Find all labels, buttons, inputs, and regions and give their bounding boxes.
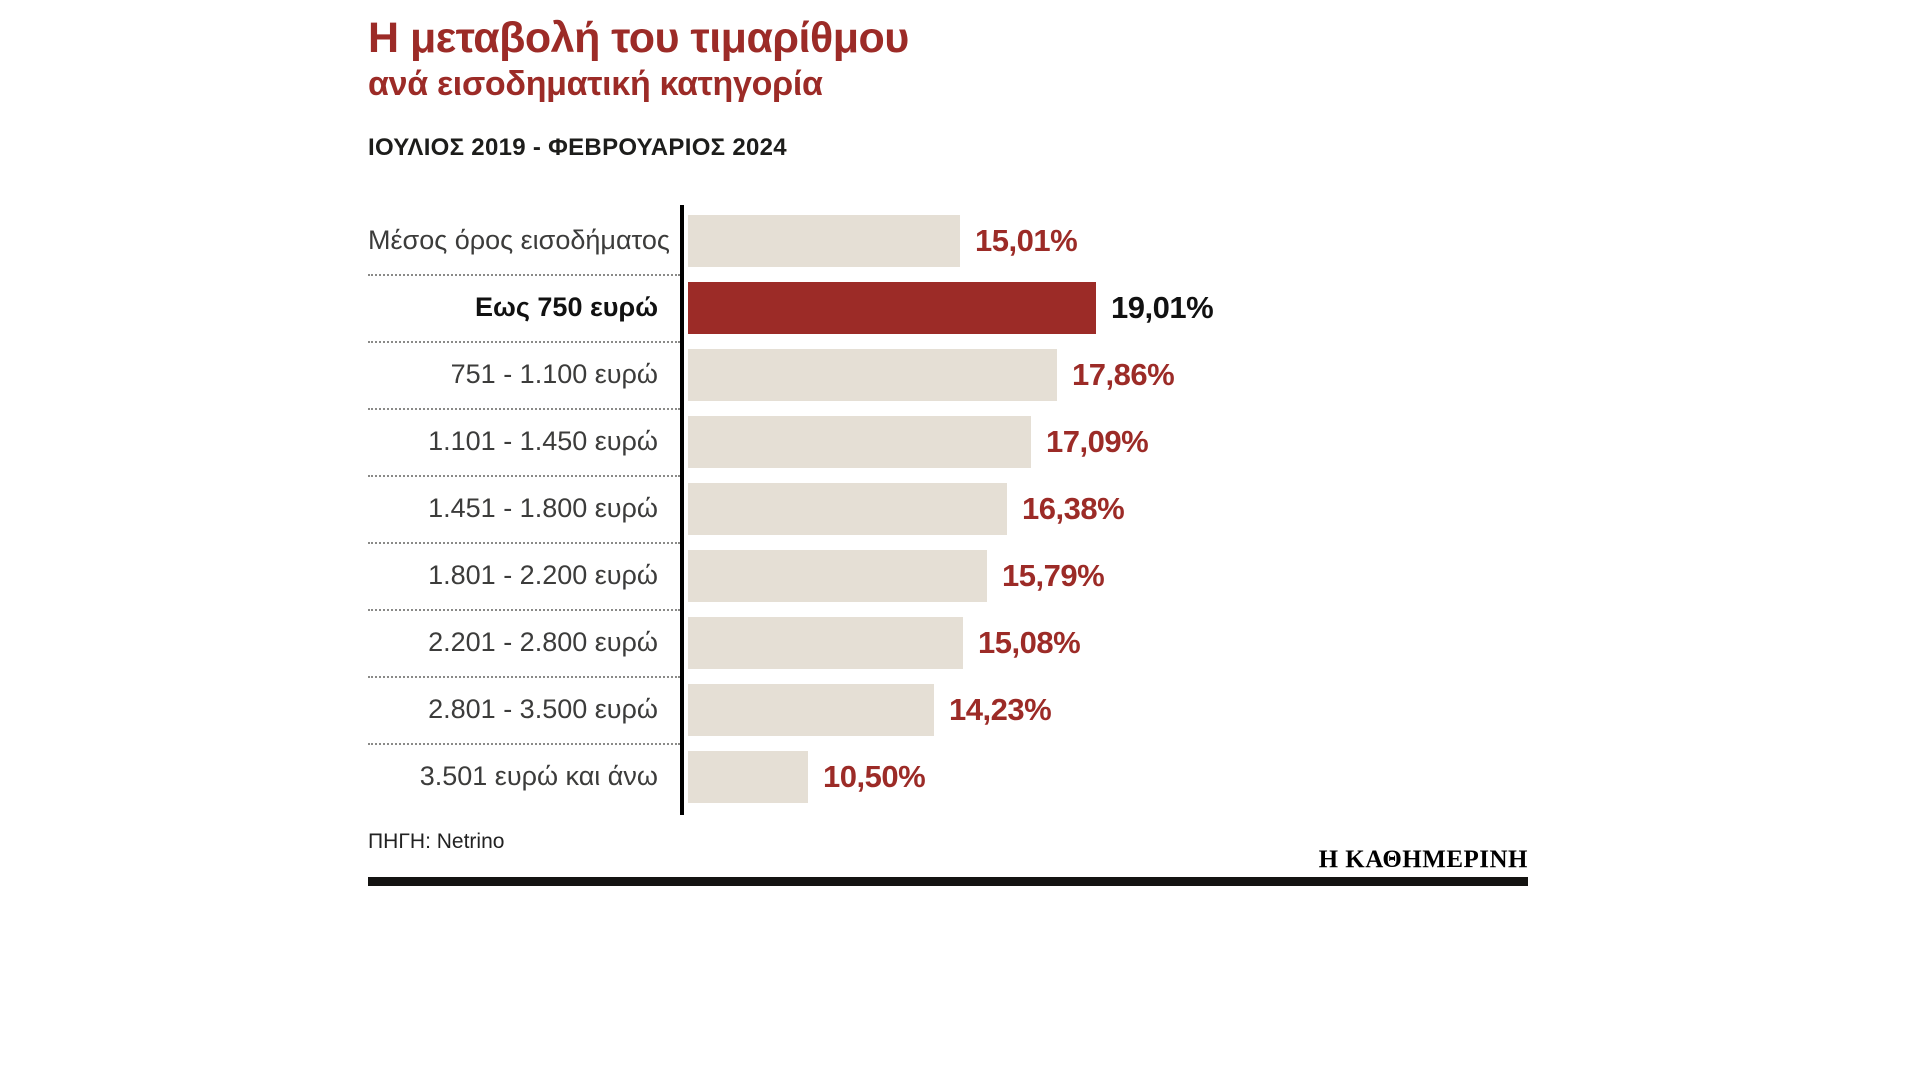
bar-area: 15,79% — [688, 549, 1568, 602]
axis-line — [680, 205, 684, 815]
bar-area: 17,09% — [688, 415, 1568, 468]
chart-period: ΙΟΥΛΙΟΣ 2019 - ΦΕΒΡΟΥΑΡΙΟΣ 2024 — [368, 133, 787, 161]
value-label: 15,01% — [975, 222, 1078, 258]
chart-row: Εως 750 ευρώ 19,01% — [368, 274, 1568, 341]
value-label: 17,09% — [1046, 423, 1149, 459]
chart-row: 1.451 - 1.800 ευρώ 16,38% — [368, 475, 1568, 542]
chart-rows: Μέσος όρος εισοδήματος 15,01% Εως 750 ευ… — [368, 207, 1568, 810]
source-label: ΠΗΓΗ: Netrino — [368, 830, 505, 853]
value-label: 15,08% — [978, 624, 1081, 660]
bar-chart: Μέσος όρος εισοδήματος 15,01% Εως 750 ευ… — [368, 205, 1568, 815]
value-label: 17,86% — [1072, 356, 1175, 392]
bar — [688, 348, 1057, 401]
category-label: 2.201 - 2.800 ευρώ — [428, 627, 658, 657]
bar — [688, 549, 987, 602]
chart-header: Η μεταβολή του τιμαρίθμου ανά εισοδηματι… — [368, 14, 1528, 162]
chart-row: Μέσος όρος εισοδήματος 15,01% — [368, 207, 1568, 274]
bar-area: 19,01% — [688, 281, 1568, 334]
category-label: 1.101 - 1.450 ευρώ — [428, 426, 658, 456]
bar — [688, 616, 963, 669]
bar — [688, 482, 1007, 535]
category-label: 751 - 1.100 ευρώ — [450, 359, 658, 389]
chart-row: 2.801 - 3.500 ευρώ 14,23% — [368, 676, 1568, 743]
category-label: 3.501 ευρώ και άνω — [419, 761, 658, 791]
chart-subtitle: ανά εισοδηματική κατηγορία — [368, 65, 823, 104]
brand-logo: Η ΚΑΘΗΜΕΡΙΝΗ — [1318, 846, 1528, 873]
value-label: 15,79% — [1002, 557, 1105, 593]
value-label: 14,23% — [949, 691, 1052, 727]
bar — [688, 281, 1096, 334]
category-label: 1.451 - 1.800 ευρώ — [428, 493, 658, 523]
category-label: Εως 750 ευρώ — [475, 292, 658, 322]
bar-area: 15,01% — [688, 214, 1568, 267]
bottom-rule — [368, 877, 1528, 886]
bar-area: 10,50% — [688, 750, 1568, 803]
chart-row: 1.101 - 1.450 ευρώ 17,09% — [368, 408, 1568, 475]
category-label: 1.801 - 2.200 ευρώ — [428, 560, 658, 590]
bar-area: 16,38% — [688, 482, 1568, 535]
category-label: 2.801 - 3.500 ευρώ — [428, 694, 658, 724]
bar — [688, 415, 1031, 468]
bar — [688, 214, 960, 267]
bar-area: 17,86% — [688, 348, 1568, 401]
chart-title: Η μεταβολή του τιμαρίθμου — [368, 14, 909, 62]
category-label: Μέσος όρος εισοδήματος — [368, 225, 670, 255]
value-label: 10,50% — [823, 758, 926, 794]
chart-row: 751 - 1.100 ευρώ 17,86% — [368, 341, 1568, 408]
bar-area: 15,08% — [688, 616, 1568, 669]
bar — [688, 750, 808, 803]
bar — [688, 683, 934, 736]
chart-row: 2.201 - 2.800 ευρώ 15,08% — [368, 609, 1568, 676]
bar-area: 14,23% — [688, 683, 1568, 736]
chart-row: 3.501 ευρώ και άνω 10,50% — [368, 743, 1568, 810]
value-label: 16,38% — [1022, 490, 1125, 526]
value-label: 19,01% — [1111, 289, 1214, 325]
chart-row: 1.801 - 2.200 ευρώ 15,79% — [368, 542, 1568, 609]
